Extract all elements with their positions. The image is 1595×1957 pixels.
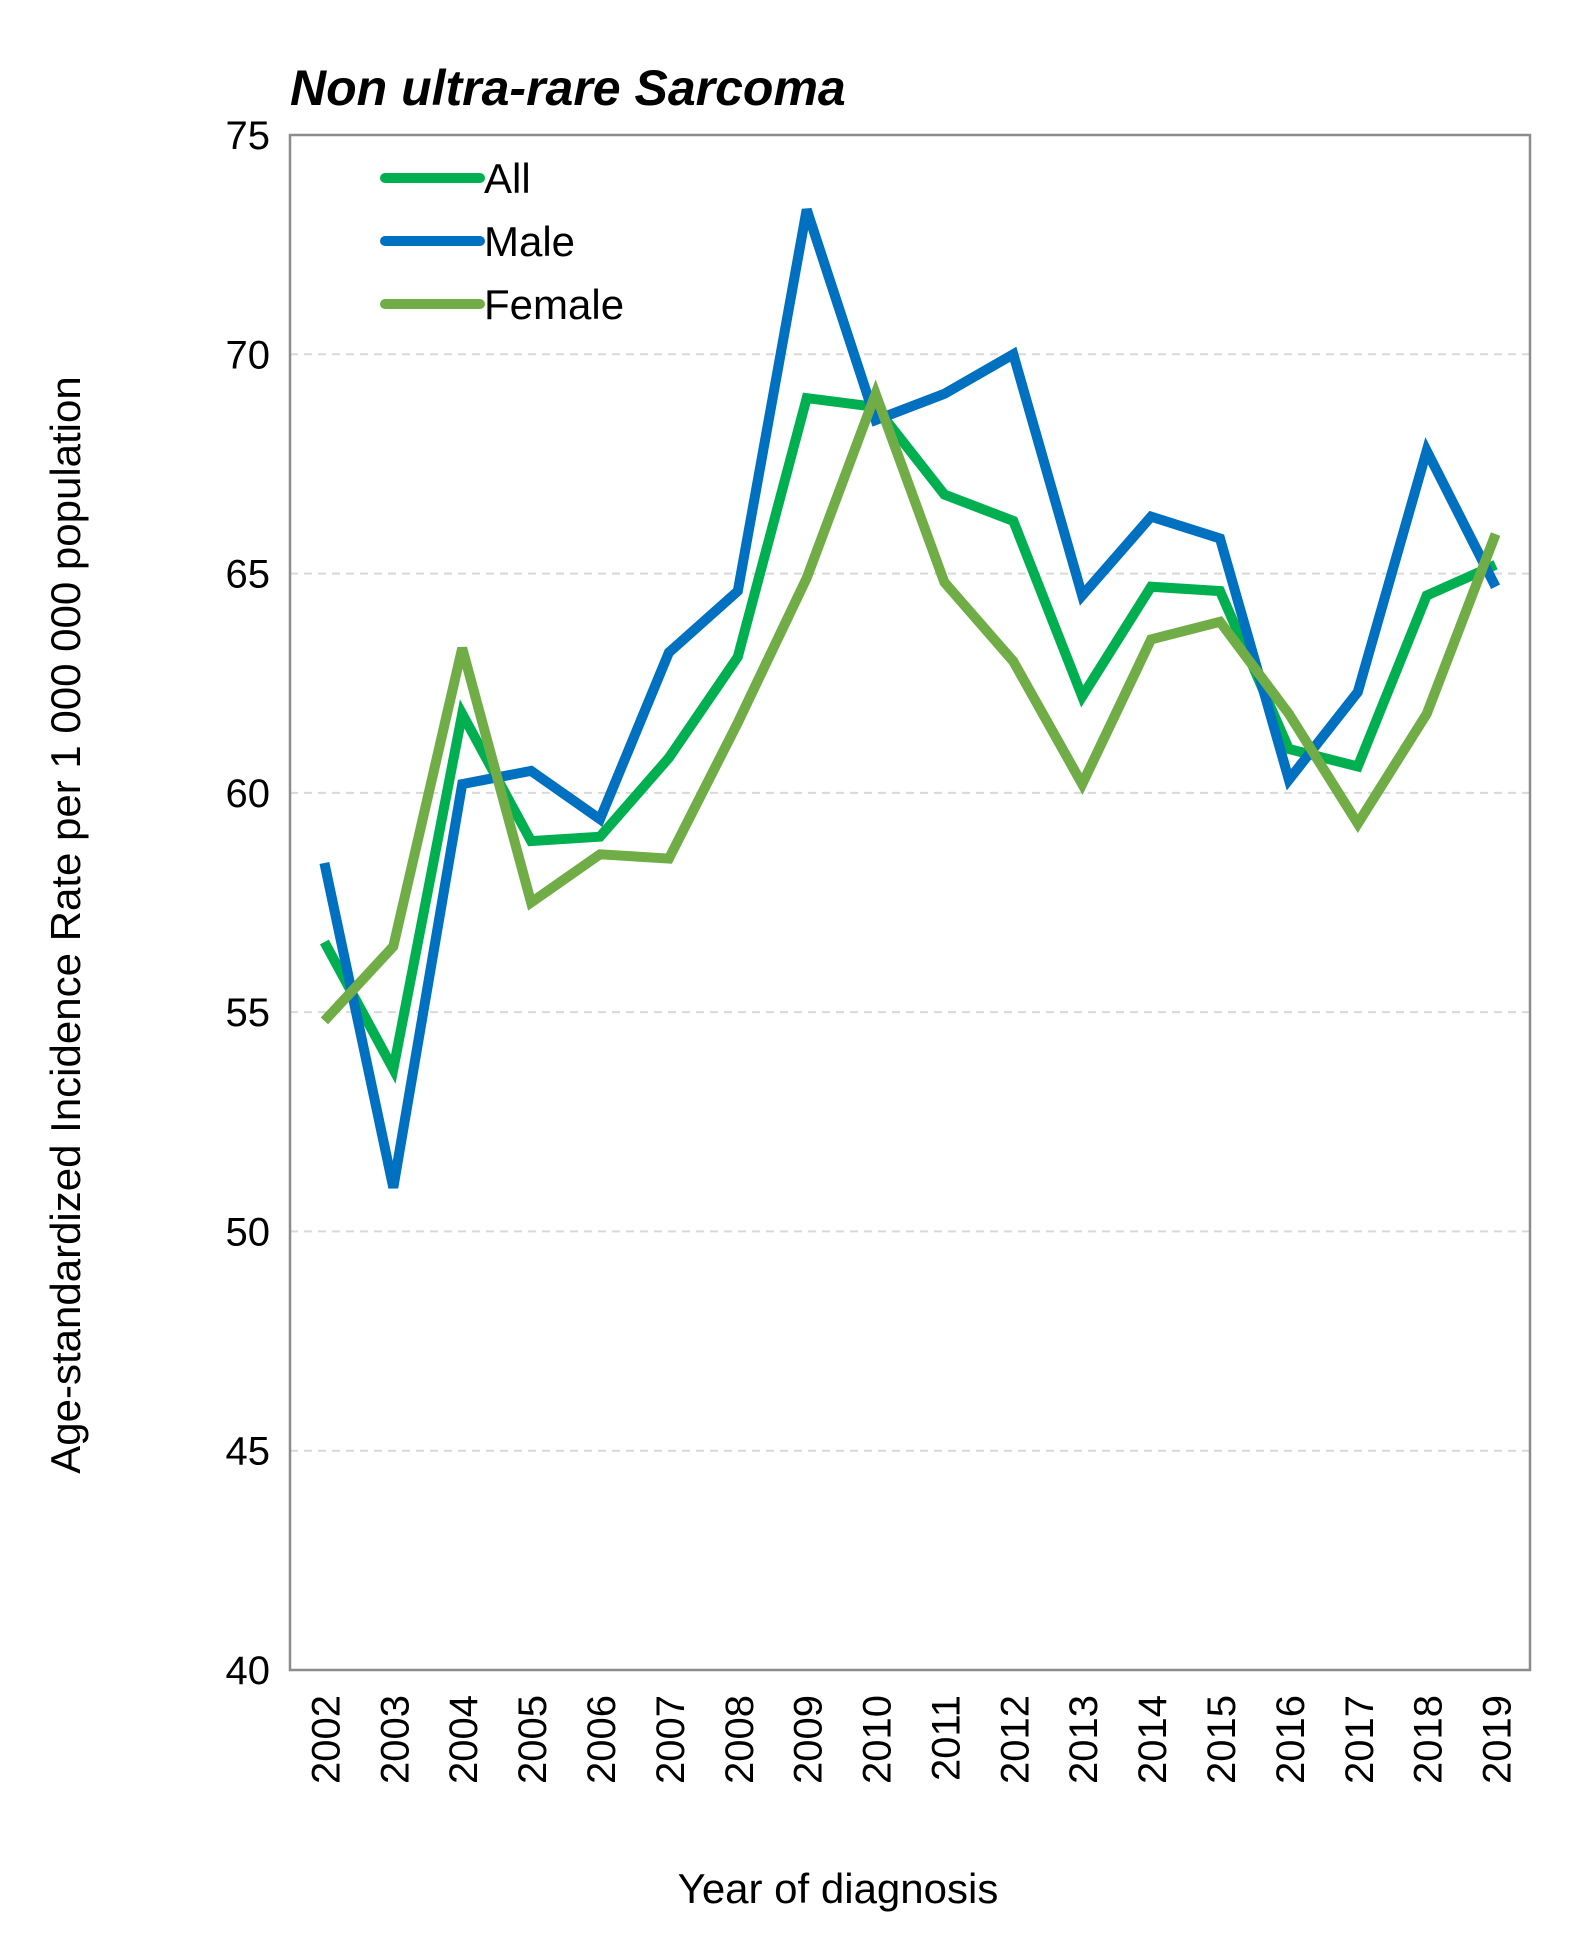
x-tick-label: 2007 (649, 1695, 693, 1784)
x-axis-label: Year of diagnosis (678, 1865, 999, 1912)
y-axis-label: Age-standardized Incidence Rate per 1 00… (42, 376, 89, 1473)
y-tick-label: 60 (226, 772, 271, 816)
y-tick-label: 75 (226, 114, 271, 158)
legend-label-all: All (484, 155, 531, 202)
y-tick-label: 65 (226, 553, 271, 597)
legend-label-female: Female (484, 281, 624, 328)
x-tick-label: 2011 (924, 1695, 968, 1781)
y-axis-ticks: 40 45 50 55 60 65 70 75 (226, 114, 271, 1693)
x-tick-label: 2004 (442, 1695, 486, 1784)
x-tick-label: 2014 (1131, 1695, 1175, 1784)
x-tick-label: 2003 (373, 1695, 417, 1784)
y-tick-label: 50 (226, 1210, 271, 1254)
series-line-all (320, 392, 1498, 1084)
x-tick-label: 2006 (580, 1695, 624, 1784)
x-axis-ticks: 2002 2003 2004 2005 2006 2007 2008 2009 2010 2011… (304, 1695, 1519, 1784)
series-line-male (319, 208, 1501, 1189)
series-lines (319, 208, 1501, 1189)
legend-label-male: Male (484, 218, 575, 265)
y-tick-label: 70 (226, 333, 271, 377)
series-line-female (320, 379, 1501, 1025)
chart-title: Non ultra-rare Sarcoma (290, 60, 846, 116)
x-tick-label: 2019 (1476, 1695, 1520, 1784)
plot-area (288, 133, 1532, 1672)
x-tick-label: 2008 (718, 1695, 762, 1784)
x-tick-label: 2010 (856, 1695, 900, 1784)
x-tick-label: 2012 (993, 1695, 1037, 1784)
y-tick-label: 40 (226, 1649, 271, 1693)
legend: All Male Female (380, 155, 624, 328)
grid-lines (290, 353, 1530, 1452)
x-tick-label: 2009 (787, 1695, 831, 1784)
x-tick-label: 2017 (1338, 1695, 1382, 1784)
x-tick-label: 2002 (304, 1695, 348, 1784)
x-tick-label: 2013 (1062, 1695, 1106, 1784)
x-tick-label: 2016 (1269, 1695, 1313, 1784)
y-tick-label: 45 (226, 1430, 271, 1474)
x-tick-label: 2015 (1200, 1695, 1244, 1784)
y-tick-label: 55 (226, 991, 271, 1035)
x-tick-label: 2018 (1407, 1695, 1451, 1784)
x-tick-label: 2005 (511, 1695, 555, 1784)
